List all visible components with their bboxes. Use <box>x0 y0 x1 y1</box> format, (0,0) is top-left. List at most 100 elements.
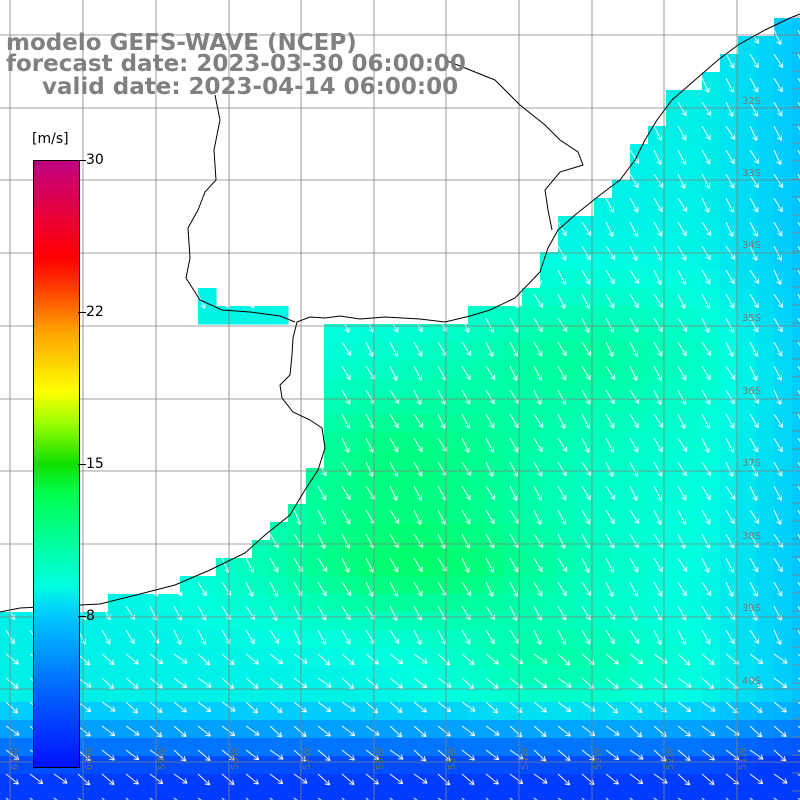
wind-speed-cell <box>774 450 793 469</box>
wind-speed-cell <box>90 684 109 703</box>
wind-speed-cell <box>234 684 253 703</box>
wind-speed-cell <box>558 288 577 307</box>
wind-speed-cell <box>486 594 505 613</box>
wind-speed-cell <box>468 576 487 595</box>
wind-speed-cell <box>342 432 361 451</box>
wind-arrow <box>77 677 92 688</box>
wind-speed-cell <box>414 342 433 361</box>
map-title: modelo GEFS-WAVE (NCEP) <box>6 30 357 56</box>
wind-arrow <box>581 197 590 213</box>
wind-speed-cell <box>522 612 541 631</box>
wind-speed-cell <box>666 558 685 577</box>
wind-speed-cell <box>738 360 757 379</box>
wind-speed-cell <box>576 342 595 361</box>
wind-speed-cell <box>324 702 343 721</box>
wind-speed-cell <box>54 792 73 800</box>
wind-speed-cell <box>630 234 649 253</box>
wind-speed-cell <box>450 342 469 361</box>
wind-speed-cell <box>558 234 577 253</box>
wind-arrow <box>749 557 759 573</box>
wind-speed-cell <box>720 270 739 289</box>
wind-arrow <box>341 317 350 333</box>
wind-arrow <box>293 677 308 689</box>
wind-speed-cell <box>450 450 469 469</box>
wind-arrow <box>701 125 711 141</box>
wind-arrow <box>485 653 499 665</box>
wind-speed-cell <box>450 720 469 739</box>
wind-arrow <box>773 581 783 597</box>
wind-speed-cell <box>378 522 397 541</box>
wind-speed-cell <box>414 522 433 541</box>
wind-speed-cell <box>342 486 361 505</box>
wind-speed-cell <box>468 360 487 379</box>
wind-speed-cell <box>162 630 181 649</box>
coastline-south-america <box>0 13 800 613</box>
wind-speed-cell <box>540 360 559 379</box>
wind-speed-cell <box>648 216 667 235</box>
wind-speed-cell <box>234 630 253 649</box>
wind-speed-cell <box>234 774 253 793</box>
wind-speed-cell <box>252 558 271 577</box>
wind-speed-cell <box>648 414 667 433</box>
wind-speed-cell <box>0 612 19 631</box>
wind-speed-cell <box>630 540 649 559</box>
wind-speed-cell <box>648 594 667 613</box>
wind-speed-cell <box>450 648 469 667</box>
wind-arrow <box>773 629 782 645</box>
wind-speed-cell <box>450 468 469 487</box>
wind-arrow <box>677 101 687 117</box>
wind-speed-cell <box>684 486 703 505</box>
lat-label: 39S <box>742 603 762 614</box>
wind-speed-cell <box>522 702 541 721</box>
wind-speed-cell <box>594 216 613 235</box>
wind-arrow <box>629 533 639 549</box>
wind-speed-cell <box>594 756 613 775</box>
wind-speed-cell <box>234 720 253 739</box>
wind-speed-cell <box>756 252 775 271</box>
wind-speed-cell <box>522 432 541 451</box>
wind-arrow <box>677 701 692 713</box>
wind-speed-cell <box>594 486 613 505</box>
wind-speed-cell <box>540 792 559 800</box>
wind-speed-cell <box>702 558 721 577</box>
wind-speed-cell <box>684 540 703 559</box>
wind-speed-cell <box>558 738 577 757</box>
wind-speed-cell <box>504 756 523 775</box>
wind-speed-cell <box>774 756 793 775</box>
wind-arrow <box>197 677 212 688</box>
wind-arrow <box>317 725 331 737</box>
wind-speed-cell <box>432 378 451 397</box>
wind-speed-cell <box>468 396 487 415</box>
wind-speed-cell <box>684 288 703 307</box>
wind-speed-cell <box>396 324 415 343</box>
wind-speed-cell <box>18 738 37 757</box>
wind-speed-cell <box>504 558 523 577</box>
wind-speed-cell <box>648 522 667 541</box>
wind-arrow <box>413 773 428 784</box>
wind-arrow <box>653 437 663 453</box>
wind-arrow <box>629 485 638 501</box>
wind-speed-cell <box>504 450 523 469</box>
wind-arrow <box>413 677 428 689</box>
wind-speed-cell <box>630 414 649 433</box>
wind-speed-cell <box>702 108 721 127</box>
wind-speed-cell <box>738 738 757 757</box>
wind-speed-cell <box>342 594 361 613</box>
wind-speed-cell <box>720 324 739 343</box>
wind-arrow <box>269 533 279 549</box>
wind-speed-cell <box>594 378 613 397</box>
wind-speed-cell <box>594 522 613 541</box>
wind-arrow <box>269 677 283 689</box>
wind-speed-cell <box>558 612 577 631</box>
wind-speed-cell <box>396 558 415 577</box>
wind-arrow <box>605 725 620 736</box>
wind-speed-cell <box>756 504 775 523</box>
wind-speed-cell <box>216 774 235 793</box>
wind-speed-cell <box>702 90 721 109</box>
wind-arrow <box>773 485 783 501</box>
wind-arrow <box>605 461 614 477</box>
wind-arrow <box>269 725 283 738</box>
wind-arrow <box>773 101 783 117</box>
wind-speed-cell <box>504 630 523 649</box>
wind-arrow <box>797 581 800 587</box>
